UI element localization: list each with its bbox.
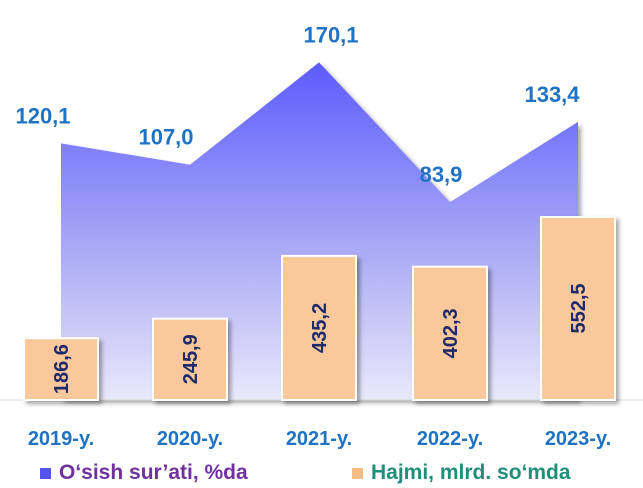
legend-label-growth: O‘sish sur’ati, %da	[59, 461, 248, 484]
volume-data-label: 186,6	[51, 344, 73, 394]
growth-data-label: 170,1	[303, 22, 358, 47]
volume-bar	[540, 216, 616, 401]
volume-bar	[152, 317, 228, 402]
volume-bar	[281, 254, 357, 401]
growth-data-label: 133,4	[524, 82, 580, 107]
volume-data-label: 402,3	[440, 308, 462, 358]
volume-data-label: 245,9	[180, 334, 202, 384]
growth-data-label: 107,0	[138, 125, 193, 150]
volume-data-label: 435,2	[309, 303, 331, 353]
volume-data-label: 552,5	[568, 283, 590, 333]
legend-swatch-growth	[40, 467, 51, 479]
x-tick-label: 2021-y.	[286, 428, 352, 450]
volume-bar	[412, 265, 488, 402]
legend-item-volume: Hajmi, mlrd. so‘mda	[352, 458, 571, 488]
x-tick-label: 2022-y.	[417, 428, 483, 450]
volume-bar	[23, 337, 99, 402]
growth-data-label: 83,9	[420, 162, 463, 187]
growth-data-label: 120,1	[15, 103, 70, 128]
legend-item-growth: O‘sish sur’ati, %da	[40, 458, 248, 488]
x-tick-label: 2019-y.	[28, 428, 94, 450]
legend-label-volume: Hajmi, mlrd. so‘mda	[371, 461, 571, 484]
legend-swatch-volume	[352, 467, 363, 479]
x-tick-label: 2023-y.	[545, 428, 611, 450]
x-tick-label: 2020-y.	[157, 428, 223, 450]
